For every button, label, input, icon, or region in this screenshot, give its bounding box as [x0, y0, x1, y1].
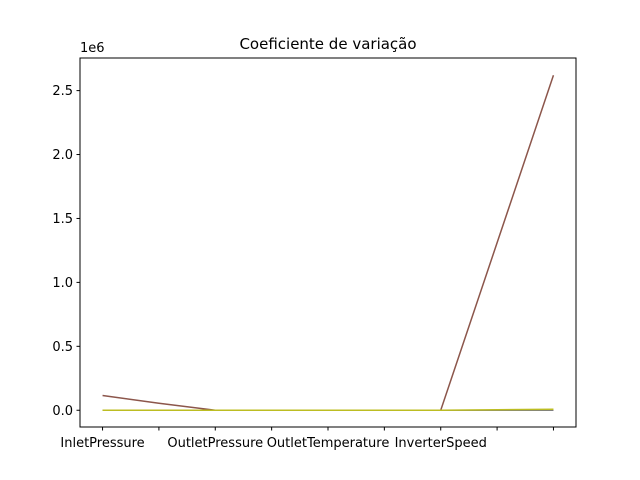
x-tick-label: InverterSpeed: [395, 436, 487, 451]
y-offset-label: 1e6: [80, 41, 105, 56]
x-axis: InletPressure OutletPressure OutletTempera…: [60, 427, 554, 451]
y-tick-label: 2.5: [52, 84, 73, 99]
series-line-9: [102, 408, 554, 411]
y-tick-label: 0.5: [52, 340, 73, 355]
y-tick-label: 1.0: [52, 276, 73, 291]
chart-title: Coeficiente de variação: [239, 35, 416, 53]
plot-frame: [79, 57, 577, 428]
y-tick-label: 1.5: [52, 212, 73, 227]
y-tick-label: 2.0: [52, 148, 73, 163]
x-tick-label: InletPressure: [60, 436, 144, 451]
y-tick-label: 0.0: [52, 404, 73, 419]
y-axis: 0.0 0.5 1.0 1.5 2.0 2.5: [52, 84, 80, 419]
series-layer: [102, 75, 555, 411]
x-tick-label: OutletPressure: [167, 436, 263, 451]
x-tick-label: OutletTemperature: [267, 436, 390, 451]
